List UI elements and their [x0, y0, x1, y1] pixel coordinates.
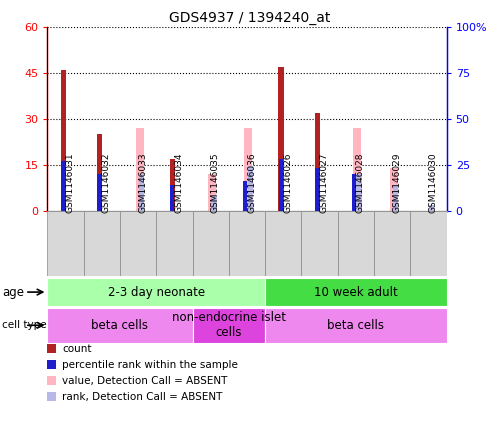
Bar — [139, 174, 144, 211]
Bar — [338, 211, 374, 276]
Bar — [351, 174, 356, 211]
Text: GSM1146033: GSM1146033 — [138, 152, 147, 213]
Bar — [278, 66, 284, 211]
Bar — [393, 185, 398, 211]
Bar — [193, 308, 265, 343]
Bar — [243, 181, 247, 211]
Text: GSM1146034: GSM1146034 — [175, 152, 184, 213]
Bar — [248, 167, 253, 211]
Bar — [136, 128, 144, 211]
Text: rank, Detection Call = ABSENT: rank, Detection Call = ABSENT — [62, 392, 223, 402]
Text: 10 week adult: 10 week adult — [314, 286, 398, 299]
Text: GSM1146031: GSM1146031 — [65, 152, 74, 213]
Bar — [265, 278, 447, 306]
Bar — [229, 211, 265, 276]
Text: GSM1146030: GSM1146030 — [429, 152, 438, 213]
Bar — [120, 211, 156, 276]
Bar — [390, 168, 398, 211]
Text: GSM1146036: GSM1146036 — [247, 152, 256, 213]
Bar — [265, 308, 447, 343]
Text: percentile rank within the sample: percentile rank within the sample — [62, 360, 238, 370]
Bar — [61, 161, 65, 211]
Text: GDS4937 / 1394240_at: GDS4937 / 1394240_at — [169, 11, 330, 25]
Bar — [429, 205, 435, 211]
Bar — [279, 159, 283, 211]
Bar — [374, 211, 410, 276]
Text: non-endocrine islet
cells: non-endocrine islet cells — [172, 311, 286, 339]
Bar — [193, 211, 229, 276]
Bar — [61, 70, 66, 211]
Text: GSM1146028: GSM1146028 — [356, 152, 365, 213]
Text: GSM1146027: GSM1146027 — [319, 152, 328, 213]
Bar — [301, 211, 338, 276]
Text: count: count — [62, 344, 92, 354]
Bar — [315, 113, 320, 211]
Bar — [84, 211, 120, 276]
Bar — [208, 174, 216, 211]
Bar — [265, 211, 301, 276]
Bar — [47, 211, 84, 276]
Text: GSM1146035: GSM1146035 — [211, 152, 220, 213]
Text: cell type: cell type — [2, 320, 47, 330]
Bar — [211, 196, 217, 211]
Text: 2-3 day neonate: 2-3 day neonate — [108, 286, 205, 299]
Text: GSM1146029: GSM1146029 — [392, 152, 401, 213]
Bar — [245, 128, 252, 211]
Bar — [170, 185, 175, 211]
Bar — [170, 159, 175, 211]
Bar — [410, 211, 447, 276]
Text: beta cells: beta cells — [327, 319, 384, 332]
Bar — [97, 174, 102, 211]
Bar — [315, 168, 319, 211]
Bar — [97, 134, 102, 211]
Text: GSM1146032: GSM1146032 — [102, 152, 111, 213]
Bar — [156, 211, 193, 276]
Text: age: age — [2, 286, 24, 299]
Bar — [47, 278, 265, 306]
Bar — [356, 174, 362, 211]
Text: beta cells: beta cells — [91, 319, 149, 332]
Text: value, Detection Call = ABSENT: value, Detection Call = ABSENT — [62, 376, 228, 386]
Bar — [353, 128, 361, 211]
Bar — [47, 308, 193, 343]
Text: GSM1146026: GSM1146026 — [283, 152, 292, 213]
